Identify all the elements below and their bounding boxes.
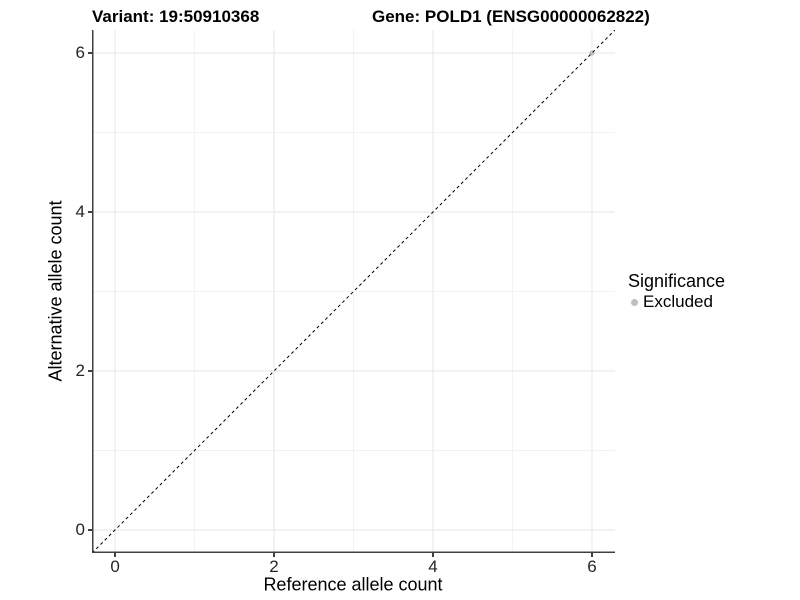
legend-point-icon <box>631 298 638 306</box>
y-tick-label: 2 <box>75 360 85 380</box>
y-tick-mark <box>88 370 92 372</box>
y-tick-label: 6 <box>75 43 85 63</box>
x-tick-mark <box>114 553 116 557</box>
x-tick-label: 0 <box>110 557 120 576</box>
x-tick-mark <box>273 553 275 557</box>
plot-panel-canvas <box>92 30 615 553</box>
y-tick-mark <box>88 529 92 531</box>
y-tick-mark <box>88 211 92 213</box>
legend-item-label: Excluded <box>643 292 713 311</box>
y-tick-mark <box>88 52 92 54</box>
x-tick-mark <box>432 553 434 557</box>
y-tick-label: 4 <box>75 202 85 222</box>
legend: Significance Excluded <box>628 271 725 312</box>
plot-panel <box>92 30 615 553</box>
legend-title: Significance <box>628 271 726 291</box>
y-axis-title: Alternative allele count <box>45 200 66 382</box>
x-tick-label: 2 <box>269 557 279 576</box>
plot-title-gene: Gene: POLD1 (ENSG00000062822) <box>372 7 650 26</box>
legend-item-excluded: Excluded <box>628 292 725 312</box>
plot-title-variant: Variant: 19:50910368 <box>92 7 260 26</box>
x-tick-mark <box>591 553 593 557</box>
x-axis-title: Reference allele count <box>263 574 443 595</box>
x-tick-label: 6 <box>587 557 597 576</box>
x-tick-label: 4 <box>428 557 438 576</box>
y-tick-label: 0 <box>75 519 85 539</box>
